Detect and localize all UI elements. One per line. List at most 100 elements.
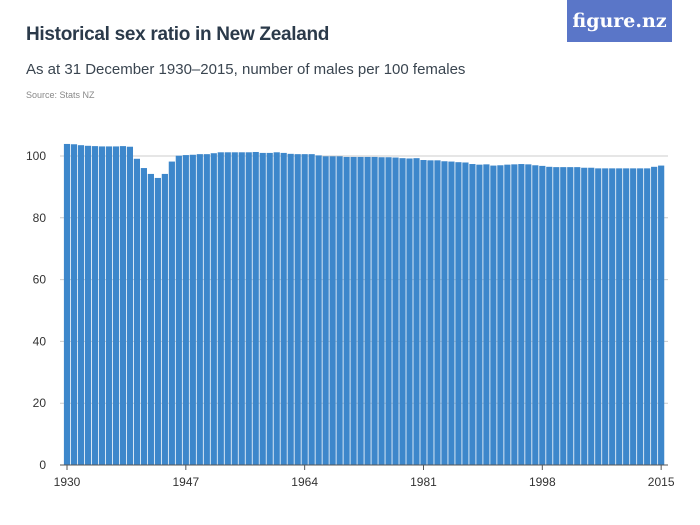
bar-1990 [483, 164, 490, 465]
bar-1934 [91, 146, 99, 465]
bar-1951 [210, 153, 217, 465]
bar-1979 [406, 158, 413, 466]
bar-1999 [546, 166, 553, 465]
bar-1983 [434, 160, 441, 466]
bar-1993 [504, 164, 511, 466]
bar-2005 [588, 167, 595, 465]
bar-1959 [266, 152, 273, 465]
bar-1966 [315, 155, 322, 465]
bar-1949 [196, 154, 203, 465]
bar-1938 [119, 146, 127, 465]
x-tick-label: 1998 [529, 475, 556, 489]
bar-1967 [322, 156, 329, 465]
bar-1971 [350, 156, 357, 465]
bar-1984 [441, 161, 448, 466]
bar-1946 [175, 155, 182, 466]
chart-title: Historical sex ratio in New Zealand [26, 24, 330, 45]
bar-1996 [525, 164, 532, 465]
bar-1992 [497, 165, 504, 465]
bar-2010 [623, 168, 630, 466]
bar-1980 [413, 158, 420, 465]
bar-1953 [224, 152, 231, 466]
bar-1977 [392, 157, 399, 466]
bar-1981 [420, 160, 427, 465]
bar-1939 [126, 146, 134, 466]
bar-2004 [581, 167, 588, 465]
bar-1941 [140, 168, 147, 465]
bar-2001 [560, 167, 567, 465]
bar-1954 [231, 152, 238, 466]
bar-1995 [518, 164, 525, 465]
chart-source: Source: Stats NZ [26, 90, 95, 100]
bar-1948 [189, 154, 196, 465]
bar-1982 [427, 160, 434, 466]
bar-2015 [658, 165, 665, 466]
bar-1958 [259, 152, 266, 465]
bar-1936 [105, 146, 113, 465]
bar-1972 [357, 156, 364, 465]
bar-1978 [399, 158, 406, 465]
bar-1964 [301, 154, 308, 465]
bar-1985 [448, 161, 455, 465]
x-tick-label: 1947 [172, 475, 199, 489]
bar-1943 [154, 177, 161, 465]
bar-1937 [112, 146, 120, 465]
bar-2011 [630, 168, 637, 466]
x-tick-label: 1981 [410, 475, 437, 489]
bar-1957 [252, 151, 259, 465]
bar-1986 [455, 162, 462, 465]
bar-1947 [182, 155, 189, 465]
bar-2000 [553, 167, 560, 465]
bar-2014 [651, 166, 658, 465]
x-tick-label: 2015 [648, 475, 675, 489]
bar-1930 [63, 143, 71, 465]
bar-1935 [98, 146, 106, 465]
bar-1952 [217, 152, 224, 466]
bar-1942 [147, 173, 154, 465]
bar-1950 [203, 154, 210, 465]
y-tick-label: 40 [33, 334, 47, 348]
chart-subtitle: As at 31 December 1930–2015, number of m… [26, 61, 466, 78]
bar-1933 [84, 145, 92, 466]
bar-1968 [329, 156, 336, 465]
x-tick-label: 1964 [291, 475, 318, 489]
figure-nz-logo[interactable]: figure.nz [567, 0, 672, 42]
bar-1998 [539, 165, 546, 465]
y-tick-label: 80 [33, 211, 47, 225]
bar-2009 [616, 168, 623, 466]
bar-1944 [161, 173, 168, 465]
bar-2008 [609, 168, 616, 466]
bar-1994 [511, 164, 518, 465]
bar-1973 [364, 156, 371, 465]
bar-1987 [462, 162, 469, 465]
bar-1976 [385, 157, 392, 465]
y-tick-label: 20 [33, 396, 47, 410]
y-tick-label: 100 [26, 149, 46, 163]
bar-1969 [336, 156, 343, 465]
bar-1988 [469, 164, 476, 465]
bar-1970 [343, 156, 350, 465]
bar-2007 [602, 168, 609, 466]
bar-1956 [245, 152, 252, 466]
y-tick-label: 60 [33, 273, 47, 287]
bar-1945 [168, 161, 175, 465]
x-tick-label: 1930 [54, 475, 81, 489]
bar-1931 [70, 144, 78, 465]
bar-1989 [476, 164, 483, 466]
bar-1974 [371, 156, 378, 465]
bar-2012 [637, 168, 644, 466]
bar-1932 [77, 145, 85, 465]
bar-1955 [238, 152, 245, 466]
bar-1991 [490, 165, 497, 466]
bar-2002 [567, 167, 574, 465]
bar-1997 [532, 165, 539, 465]
bar-2003 [574, 167, 581, 465]
bar-1960 [273, 152, 280, 466]
bar-1975 [378, 157, 385, 465]
bar-1965 [308, 154, 315, 465]
bar-2013 [644, 168, 651, 466]
y-tick-label: 0 [39, 458, 46, 472]
bar-1963 [294, 154, 301, 465]
